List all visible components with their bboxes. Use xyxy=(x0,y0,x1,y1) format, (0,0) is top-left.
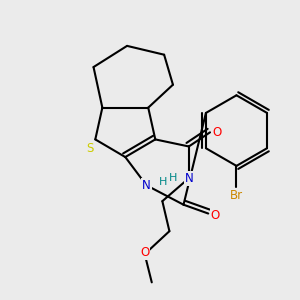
Text: H: H xyxy=(159,177,167,187)
Text: H: H xyxy=(169,173,178,183)
Text: N: N xyxy=(142,179,151,192)
Text: O: O xyxy=(211,209,220,222)
Text: S: S xyxy=(86,142,94,155)
Text: Br: Br xyxy=(230,189,243,203)
Text: O: O xyxy=(212,126,222,139)
Text: O: O xyxy=(140,246,149,259)
Text: N: N xyxy=(184,172,193,185)
